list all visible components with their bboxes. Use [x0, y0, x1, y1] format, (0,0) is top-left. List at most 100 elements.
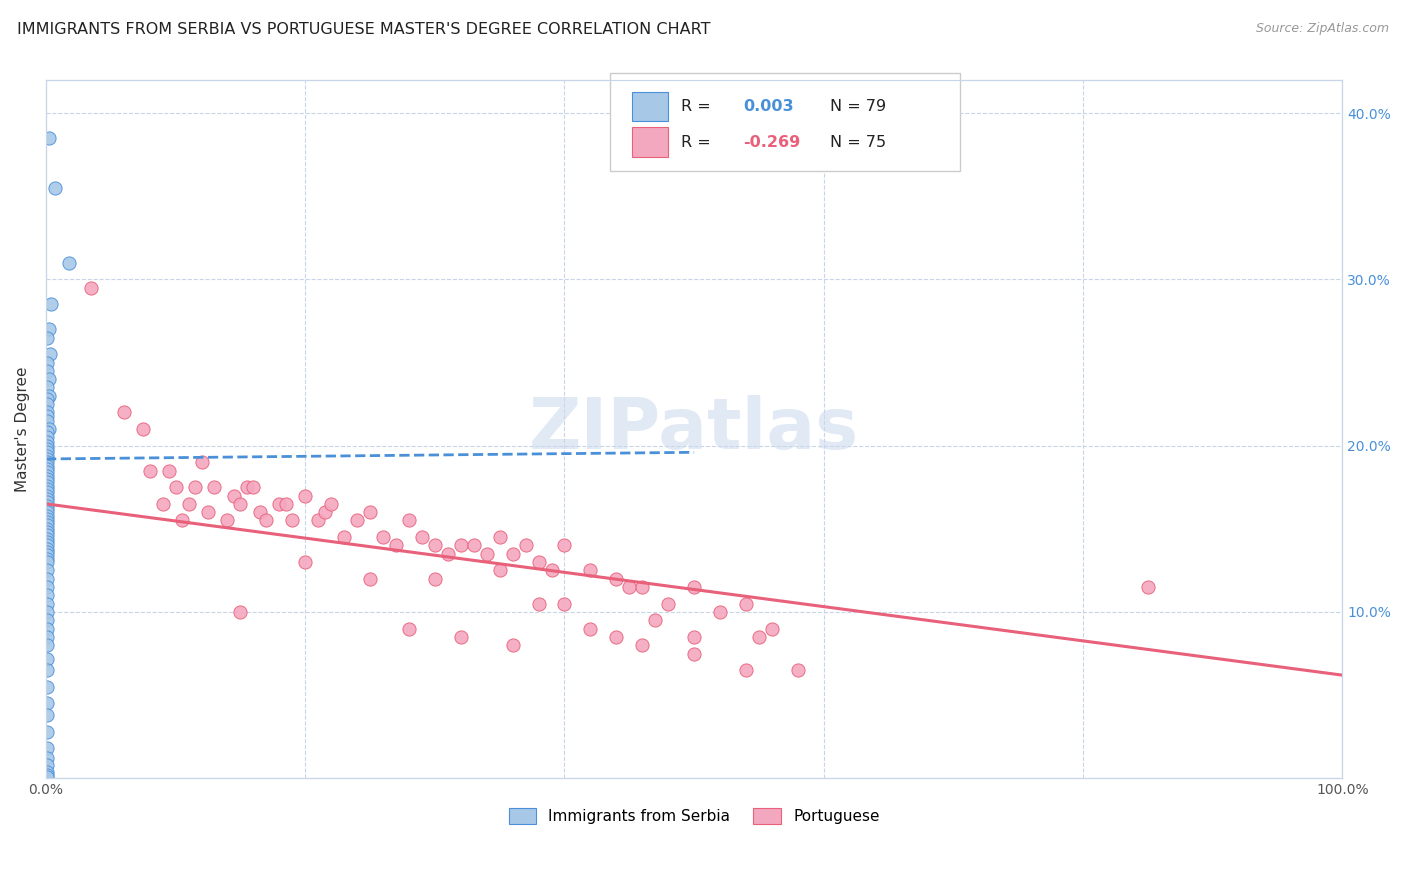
Point [37, 397, 59, 411]
Point [761, 622, 783, 636]
Point [37, 638, 59, 652]
Point [540, 563, 562, 577]
Point [165, 480, 187, 494]
Point [1136, 580, 1159, 594]
Point [37, 485, 59, 500]
Point [37, 545, 59, 559]
Point [38, 422, 60, 436]
Point [37, 770, 59, 784]
Point [37, 764, 59, 779]
Point [37, 455, 59, 469]
Point [177, 497, 200, 511]
Point [157, 464, 180, 478]
Point [37, 663, 59, 677]
Text: N = 79: N = 79 [830, 99, 886, 114]
Point [37, 758, 59, 772]
Point [37, 572, 59, 586]
Point [38, 131, 60, 145]
Point [184, 480, 207, 494]
Point [39, 297, 62, 311]
Point [631, 638, 654, 652]
Point [132, 422, 155, 436]
Point [37, 442, 59, 456]
Point [307, 514, 329, 528]
Text: ZIPatlas: ZIPatlas [529, 394, 859, 464]
Point [37, 535, 59, 549]
Point [37, 435, 59, 450]
Point [735, 597, 758, 611]
Point [38, 347, 60, 361]
Point [37, 512, 59, 526]
Point [38, 322, 60, 336]
Point [553, 597, 575, 611]
Point [204, 480, 226, 494]
Point [249, 505, 271, 519]
Point [37, 525, 59, 540]
Point [172, 514, 194, 528]
Point [605, 572, 627, 586]
Point [346, 514, 368, 528]
Point [294, 489, 316, 503]
Point [37, 588, 59, 602]
Point [37, 392, 59, 406]
Point [37, 605, 59, 619]
Point [37, 597, 59, 611]
Text: R =: R = [681, 135, 716, 150]
Point [37, 522, 59, 536]
Point [37, 364, 59, 378]
Point [37, 580, 59, 594]
Point [657, 597, 679, 611]
Point [37, 462, 59, 476]
Point [274, 497, 297, 511]
Point [605, 630, 627, 644]
Point [222, 489, 245, 503]
Point [37, 528, 59, 542]
Point [37, 430, 59, 444]
Point [37, 330, 59, 344]
Point [37, 445, 59, 459]
Point [80, 281, 103, 295]
Point [314, 505, 336, 519]
Point [631, 580, 654, 594]
Point [37, 551, 59, 566]
Point [37, 613, 59, 627]
Point [37, 449, 59, 463]
Point [37, 541, 59, 556]
FancyBboxPatch shape [610, 73, 960, 170]
Point [735, 663, 758, 677]
Point [37, 425, 59, 440]
Point [488, 530, 510, 544]
Point [37, 409, 59, 423]
Point [112, 405, 135, 419]
Point [197, 505, 219, 519]
Point [37, 489, 59, 503]
Point [37, 355, 59, 369]
Point [58, 256, 80, 270]
Point [37, 465, 59, 479]
Point [437, 547, 460, 561]
Point [683, 647, 706, 661]
Text: -0.269: -0.269 [744, 135, 800, 150]
Point [553, 538, 575, 552]
Point [37, 508, 59, 523]
Point [37, 468, 59, 483]
Point [37, 458, 59, 473]
Point [579, 622, 602, 636]
Point [37, 380, 59, 394]
Point [37, 518, 59, 533]
Point [527, 555, 550, 569]
Point [37, 538, 59, 552]
Point [37, 505, 59, 519]
Point [37, 555, 59, 569]
Point [644, 613, 666, 627]
Y-axis label: Master's Degree: Master's Degree [15, 367, 30, 491]
Point [37, 475, 59, 490]
FancyBboxPatch shape [631, 128, 668, 157]
Point [37, 482, 59, 496]
Point [37, 697, 59, 711]
Point [37, 630, 59, 644]
Text: 0.003: 0.003 [744, 99, 794, 114]
Text: N = 75: N = 75 [830, 135, 886, 150]
Point [37, 622, 59, 636]
Point [37, 532, 59, 546]
